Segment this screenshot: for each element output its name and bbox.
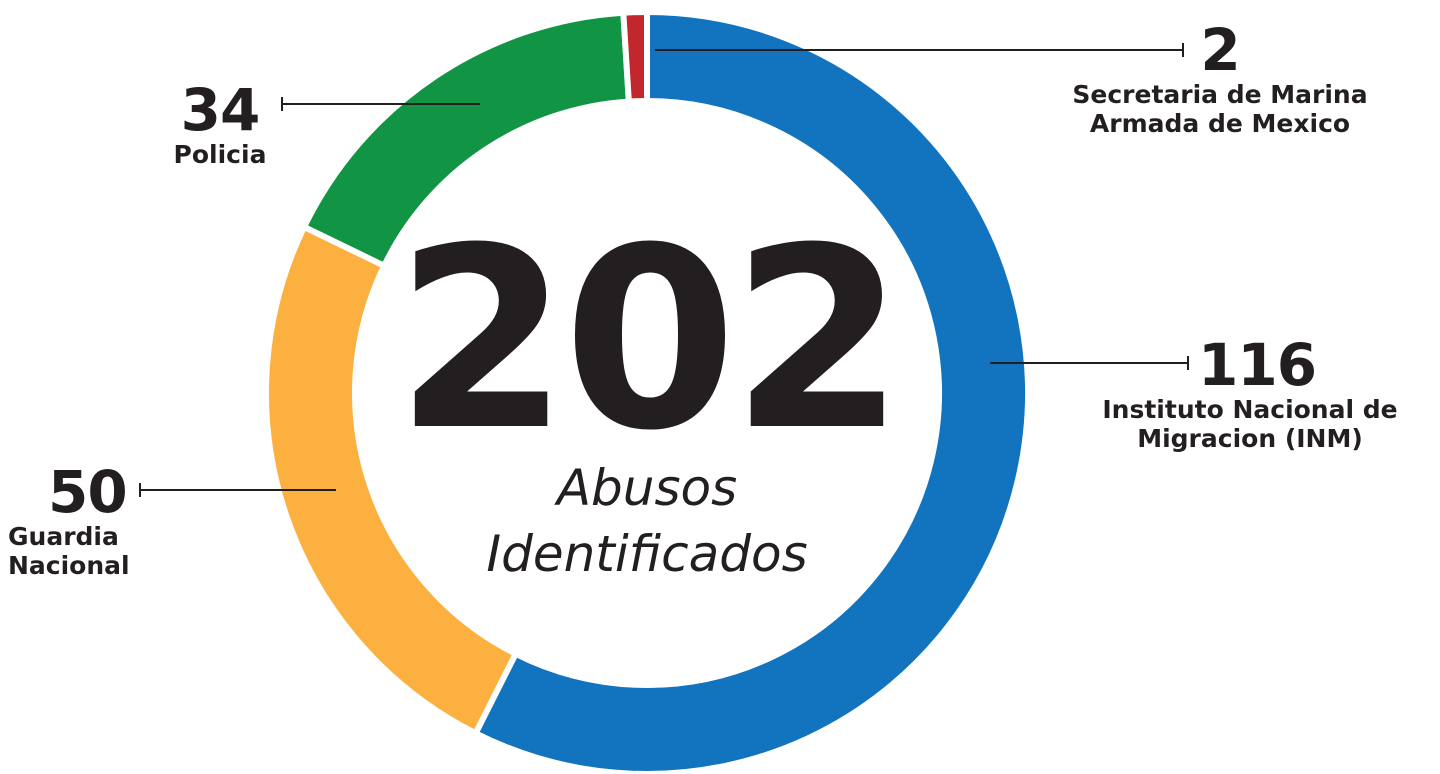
category-label: Policia <box>173 140 267 169</box>
donut-segment <box>263 222 520 738</box>
segment-label: 116 Instituto Nacional de Migracion (INM) <box>1080 335 1420 453</box>
center-label: Abusos Identificados <box>486 459 808 583</box>
segment-label: 2 Secretaria de Marina Armada de Mexico <box>1030 20 1410 138</box>
donut-segment <box>620 8 650 105</box>
category-label: Instituto Nacional de Migracion (INM) <box>1102 395 1398 453</box>
category-label: Guardia Nacional <box>8 522 130 580</box>
value-label: 34 <box>180 76 261 144</box>
total-value: 202 <box>395 194 905 485</box>
value-label: 2 <box>1200 16 1240 84</box>
category-label: Secretaria de Marina Armada de Mexico <box>1072 80 1368 138</box>
segment-label: 34 Policia <box>150 80 290 169</box>
segment-label: 50 Guardia Nacional <box>8 462 168 580</box>
value-label: 116 <box>1198 331 1317 399</box>
donut-segment <box>471 8 1031 774</box>
value-label: 50 <box>48 458 128 526</box>
